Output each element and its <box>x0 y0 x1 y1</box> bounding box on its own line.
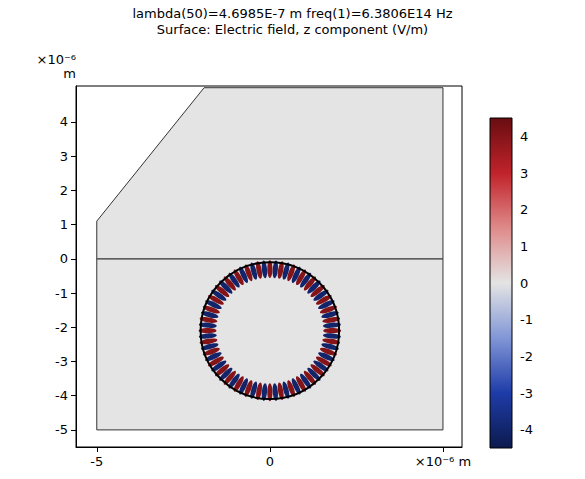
svg-text:m: m <box>63 66 76 81</box>
svg-text:1: 1 <box>60 217 68 232</box>
svg-text:0: 0 <box>520 276 528 291</box>
svg-text:-4: -4 <box>520 422 533 437</box>
svg-text:2: 2 <box>520 202 528 217</box>
svg-text:Surface: Electric field, z com: Surface: Electric field, z component (V/… <box>157 22 428 37</box>
svg-text:1: 1 <box>520 239 528 254</box>
svg-text:×10⁻⁶ m: ×10⁻⁶ m <box>415 454 471 469</box>
svg-text:4: 4 <box>60 114 68 129</box>
svg-text:×10⁻⁶: ×10⁻⁶ <box>36 52 76 67</box>
svg-text:-2: -2 <box>55 320 68 335</box>
svg-text:0: 0 <box>266 454 274 469</box>
svg-text:3: 3 <box>60 149 68 164</box>
svg-text:4: 4 <box>520 129 528 144</box>
svg-text:-4: -4 <box>55 388 68 403</box>
svg-text:lambda(50)=4.6985E-7 m freq(1): lambda(50)=4.6985E-7 m freq(1)=6.3806E14… <box>132 6 452 21</box>
svg-text:-5: -5 <box>90 454 103 469</box>
svg-text:-3: -3 <box>520 386 533 401</box>
svg-text:-5: -5 <box>55 422 68 437</box>
svg-text:3: 3 <box>520 166 528 181</box>
svg-text:2: 2 <box>60 183 68 198</box>
svg-text:-1: -1 <box>520 312 533 327</box>
svg-text:-2: -2 <box>520 349 533 364</box>
svg-text:0: 0 <box>60 251 68 266</box>
svg-text:-3: -3 <box>55 354 68 369</box>
svg-text:-1: -1 <box>55 286 68 301</box>
